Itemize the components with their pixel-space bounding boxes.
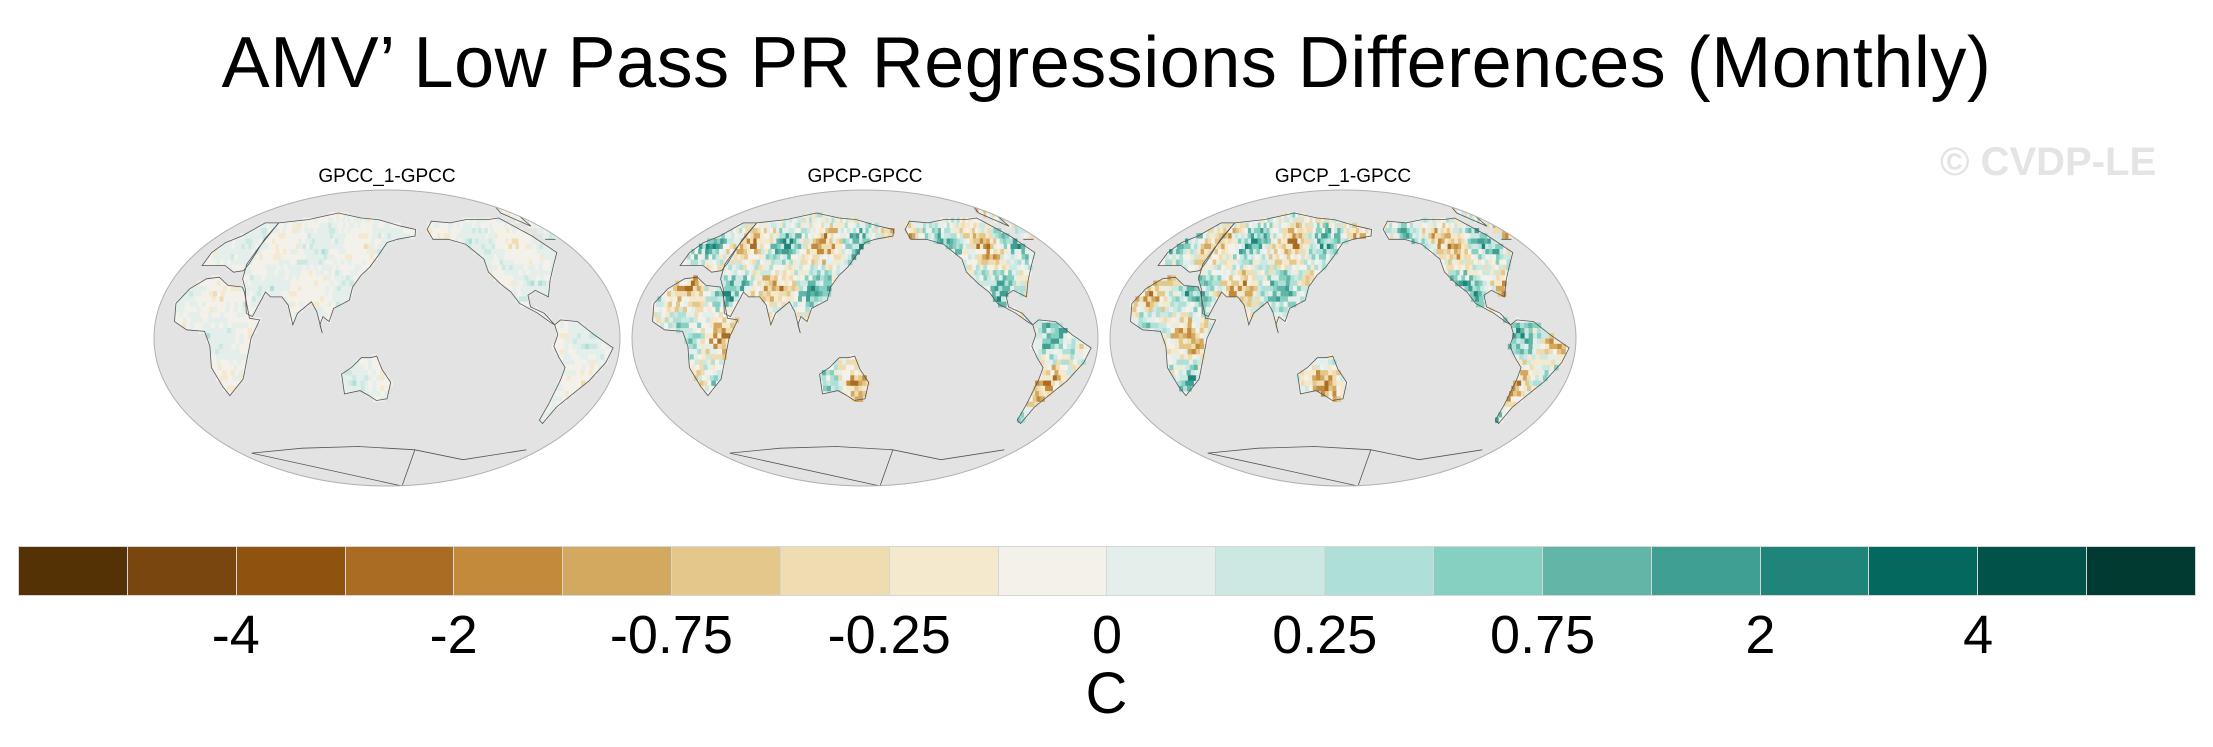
coastline-europe [201, 222, 280, 273]
world-map-2 [631, 189, 1099, 487]
colorbar-swatch [345, 546, 455, 596]
anomaly-field [651, 206, 1089, 423]
colorbar-tick-label: -0.75 [609, 605, 733, 665]
coastline-asia [242, 212, 417, 334]
colorbar-tick-label: 0.75 [1490, 605, 1596, 665]
map-border [1109, 189, 1577, 487]
coastline-asia [1198, 212, 1373, 334]
coastline-namerica [904, 217, 1036, 326]
coastline-australia [1297, 355, 1348, 401]
colorbar [18, 546, 2196, 596]
continent-antarctica [1207, 446, 1483, 486]
colorbar-swatch [563, 546, 673, 596]
colorbar-swatch [1107, 546, 1217, 596]
colorbar-swatch [1325, 546, 1434, 596]
coastline-asia [720, 212, 895, 334]
colorbar-swatch [672, 546, 781, 596]
colorbar-tick-label: 2 [1745, 605, 1776, 665]
continent-antarctica [251, 446, 527, 486]
coastline-europe [679, 222, 758, 273]
colorbar-swatch [236, 546, 346, 596]
coastline-namerica [426, 217, 558, 326]
coastline-australia [341, 355, 392, 401]
coastline-europe [1157, 222, 1236, 273]
colorbar-swatch [998, 546, 1108, 596]
coastline-australia [819, 355, 870, 401]
coastline-samerica [1494, 319, 1570, 425]
colorbar-tick-label: 0 [1091, 605, 1123, 665]
world-map-1 [153, 189, 621, 487]
colorbar-swatch [1651, 546, 1761, 596]
coastline-namerica [1382, 217, 1514, 326]
coastline-africa [174, 276, 261, 397]
continent-antarctica [729, 446, 1005, 486]
coastline-samerica [538, 319, 614, 425]
colorbar-swatch [18, 546, 128, 596]
map-border [153, 189, 621, 487]
colorbar-swatch [1869, 546, 1979, 596]
colorbar-units: C [1085, 661, 1128, 726]
anomaly-field [173, 206, 611, 423]
colorbar-tick-label: -2 [429, 605, 478, 665]
colorbar-swatch [1978, 546, 2088, 596]
panel-title-2: GPCP-GPCC [807, 166, 923, 187]
map-border [631, 189, 1099, 487]
colorbar-swatch [1542, 546, 1652, 596]
colorbar-swatch [780, 546, 890, 596]
map-panel-1: GPCC_1-GPCC [152, 166, 622, 487]
coastline-antarctica [251, 446, 527, 486]
map-panel-3: GPCP_1-GPCC [1108, 166, 1578, 487]
colorbar-swatch [2087, 546, 2196, 596]
colorbar-tick-label: -0.25 [827, 605, 951, 665]
colorbar-tick-label: -4 [211, 605, 260, 665]
colorbar-swatch [889, 546, 999, 596]
coastline-antarctica [729, 446, 1005, 486]
panel-title-1: GPCC_1-GPCC [318, 166, 456, 187]
colorbar-tick-label: 0.25 [1272, 605, 1378, 665]
colorbar-swatch [454, 546, 564, 596]
map-panel-2: GPCP-GPCC [630, 166, 1100, 487]
watermark: © CVDP-LE [1940, 140, 2157, 184]
colorbar-tick-label: 4 [1963, 605, 1994, 665]
figure-title: AMV’ Low Pass PR Regressions Differences… [221, 23, 1992, 103]
colorbar-swatch [1760, 546, 1870, 596]
world-map-3 [1109, 189, 1577, 487]
coastline-antarctica [1207, 446, 1483, 486]
coastline-africa [1130, 276, 1217, 397]
colorbar-swatch [127, 546, 237, 596]
coastline-africa [652, 276, 739, 397]
colorbar-swatch [1433, 546, 1543, 596]
colorbar-swatch [1216, 546, 1326, 596]
panel-title-3: GPCP_1-GPCC [1274, 166, 1412, 187]
coastline-samerica [1016, 319, 1092, 425]
